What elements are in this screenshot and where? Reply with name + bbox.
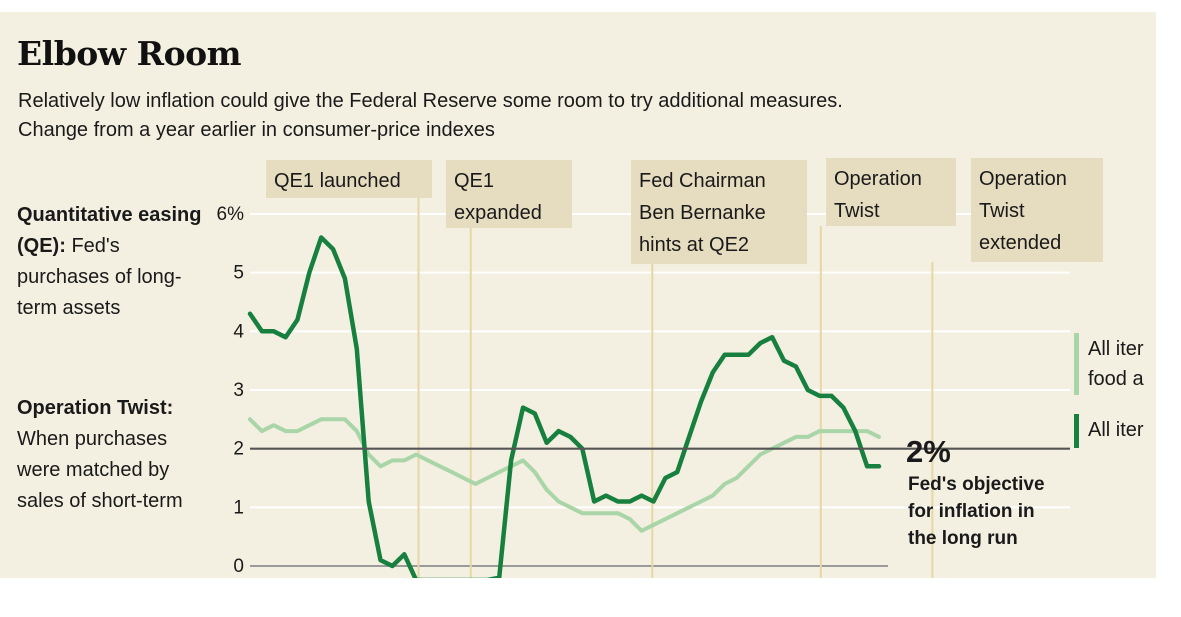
objective-caption-line: for inflation in bbox=[908, 501, 1035, 522]
event-marker: QE1 launched bbox=[266, 160, 432, 578]
qe-definition-body: Fed's purchases of long-term assets bbox=[17, 235, 182, 319]
data-series bbox=[247, 235, 882, 578]
objective-caption-line: the long run bbox=[908, 528, 1018, 549]
event-label-line: hints at QE2 bbox=[639, 234, 749, 256]
y-tick-label: 3 bbox=[233, 380, 244, 401]
chart-subtitle: Relatively low inflation could give the … bbox=[18, 90, 843, 112]
event-marker: QE1 expanded bbox=[446, 160, 572, 578]
legend-entry: All iter food a bbox=[1074, 333, 1144, 395]
event-label-box bbox=[971, 158, 1103, 262]
event-label-line: Operation bbox=[834, 168, 922, 190]
event-marker: Fed Chairman Ben Bernanke hints at QE2 bbox=[631, 160, 807, 578]
operation-twist-definition-note: Operation Twist: When purchases were mat… bbox=[17, 393, 202, 517]
event-marker: Operation Twist bbox=[819, 158, 956, 578]
y-tick-label: 0 bbox=[233, 556, 244, 577]
legend-label-line: All iter bbox=[1088, 419, 1144, 441]
event-label-line: Ben Bernanke bbox=[639, 202, 766, 224]
legend-swatch bbox=[1074, 333, 1079, 395]
event-label-box bbox=[446, 160, 572, 228]
qe-definition-heading: Quantitative easing (QE): bbox=[17, 204, 202, 257]
chart-description: Change from a year earlier in consumer-p… bbox=[18, 119, 495, 141]
legend-label-line: All iter bbox=[1088, 338, 1144, 360]
objective-value-label: 2% bbox=[906, 434, 951, 469]
y-tick-label: 1 bbox=[233, 497, 244, 518]
event-marker: Operation Twist extended bbox=[931, 158, 1103, 578]
event-label-line: Twist bbox=[834, 200, 880, 222]
y-tick-label: 6% bbox=[217, 204, 245, 225]
legend: All iter food a All iter bbox=[1074, 333, 1144, 448]
operation-twist-definition-heading: Operation Twist: bbox=[17, 397, 174, 419]
y-tick-label: 2 bbox=[233, 439, 244, 460]
y-tick-label: 5 bbox=[233, 263, 244, 284]
event-label-line: QE1 bbox=[454, 170, 494, 192]
event-label-line: Twist bbox=[979, 200, 1025, 222]
objective-caption-line: Fed's objective bbox=[908, 474, 1045, 495]
operation-twist-definition-body: When purchases were matched by sales of … bbox=[17, 428, 183, 512]
legend-entry: All iter bbox=[1074, 414, 1144, 448]
all-items-series-line bbox=[247, 235, 882, 578]
event-label-line: Fed Chairman bbox=[639, 170, 766, 192]
event-label-line: expanded bbox=[454, 202, 542, 224]
event-label-box bbox=[266, 160, 432, 198]
event-label-box bbox=[826, 158, 956, 226]
event-markers: QE1 launched QE1 expanded Fed Chairman Ben B… bbox=[266, 158, 1103, 578]
inflation-objective-annotation: 2% Fed's objective for inflation in the lon… bbox=[250, 434, 1070, 549]
chart-title: Elbow Room bbox=[17, 34, 242, 73]
y-tick-label: 4 bbox=[233, 321, 244, 342]
chart-panel: Elbow Room Relatively low inflation coul… bbox=[0, 12, 1156, 578]
event-label-line: QE1 launched bbox=[274, 170, 401, 192]
legend-label-line: food a bbox=[1088, 368, 1144, 390]
legend-swatch bbox=[1074, 414, 1079, 448]
event-label-box bbox=[631, 160, 807, 264]
event-label-line: Operation bbox=[979, 168, 1067, 190]
qe-definition-note: Quantitative easing (QE): Fed's purchase… bbox=[17, 200, 202, 324]
event-label-line: extended bbox=[979, 232, 1061, 254]
